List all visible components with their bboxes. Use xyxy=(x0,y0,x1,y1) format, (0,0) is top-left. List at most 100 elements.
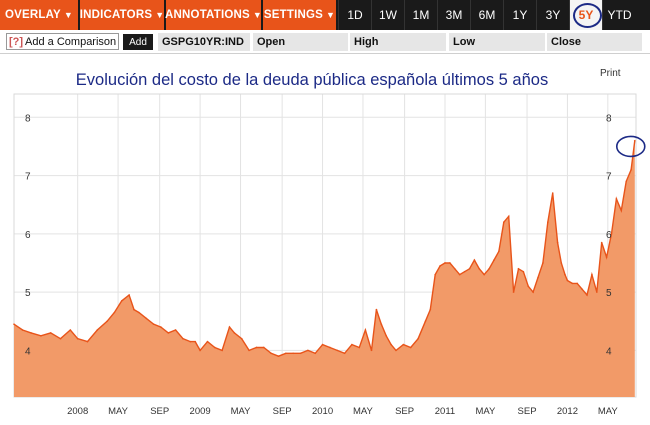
data-point xyxy=(385,335,388,337)
x-tick-label: SEP xyxy=(395,406,414,417)
data-point xyxy=(255,346,258,349)
data-point xyxy=(502,221,505,223)
price-chart: 4 5 6 7 8 4 5 6 7 8 2008 MAY SEP 2009 MAY SEP 2010 MAY S… xyxy=(13,68,646,417)
data-point xyxy=(285,352,287,355)
data-point xyxy=(532,291,534,293)
x-tick-label: 2008 xyxy=(67,406,88,417)
y-tick-label: 6 xyxy=(25,230,31,241)
data-point xyxy=(581,288,583,291)
data-point xyxy=(488,268,490,270)
data-point xyxy=(113,311,116,314)
data-point xyxy=(233,332,236,334)
data-point xyxy=(512,291,515,293)
close-field: Close xyxy=(547,33,642,51)
data-point xyxy=(560,262,563,264)
range-3y-button[interactable]: 3Y xyxy=(536,0,569,30)
data-point xyxy=(395,349,397,352)
range-ytd-button[interactable]: YTD xyxy=(602,0,636,30)
high-field: High xyxy=(350,33,446,51)
data-point xyxy=(556,241,559,244)
y-tick-label-right: 8 xyxy=(606,113,612,124)
range-1d-button[interactable]: 1D xyxy=(338,0,371,30)
data-point xyxy=(586,294,588,296)
x-tick-label: 2009 xyxy=(190,406,211,417)
x-tick-label: MAY xyxy=(108,406,129,417)
data-point xyxy=(444,262,446,264)
data-point xyxy=(402,343,405,346)
range-1m-button[interactable]: 1M xyxy=(404,0,437,30)
data-point xyxy=(620,209,623,212)
data-point xyxy=(615,198,618,200)
data-point xyxy=(468,268,471,270)
range-6m-button[interactable]: 6M xyxy=(470,0,503,30)
chart-area: 4 5 6 7 8 4 5 6 7 8 2008 MAY SEP 2009 MAY SEP 2010 MAY S… xyxy=(0,54,650,420)
data-point xyxy=(566,279,569,282)
data-point xyxy=(138,311,140,314)
print-link[interactable]: Print xyxy=(600,68,621,79)
x-tick-label: SEP xyxy=(150,406,169,417)
data-point xyxy=(59,337,62,340)
data-point xyxy=(248,349,250,352)
comparison-bar: [?] Add a Comparison Add GSPG10YR:IND Op… xyxy=(0,31,650,54)
data-point xyxy=(633,139,636,142)
annotation-circle xyxy=(615,135,646,158)
data-point xyxy=(483,273,485,276)
data-point xyxy=(358,346,361,349)
y-tick-label-right: 4 xyxy=(606,346,612,357)
data-point xyxy=(424,320,427,323)
data-point xyxy=(473,259,476,261)
data-point xyxy=(194,340,197,343)
range-3m-button[interactable]: 3M xyxy=(437,0,470,30)
y-tick-label: 4 xyxy=(25,346,31,357)
data-point xyxy=(174,329,177,331)
data-point xyxy=(206,340,209,343)
range-1y-button[interactable]: 1Y xyxy=(503,0,536,30)
data-point xyxy=(189,340,192,343)
open-field: Open xyxy=(253,33,348,51)
settings-menu-label: SETTINGS xyxy=(263,9,323,21)
data-point xyxy=(596,291,598,293)
x-tick-label: MAY xyxy=(598,406,619,417)
low-field: Low xyxy=(449,33,545,51)
data-point xyxy=(417,337,419,340)
range-1w-button[interactable]: 1W xyxy=(371,0,404,30)
data-point xyxy=(321,343,324,346)
data-point xyxy=(429,308,432,311)
data-point xyxy=(542,262,544,264)
caret-down-icon: ▼ xyxy=(252,10,262,20)
chart-title: Evolución del costo de la deuda pública … xyxy=(76,71,548,89)
chart-annotations xyxy=(615,135,646,158)
x-tick-label: 2011 xyxy=(435,406,455,417)
overlay-menu[interactable]: OVERLAY ▼ xyxy=(0,0,80,30)
x-tick-label: MAY xyxy=(353,406,374,417)
data-point xyxy=(478,268,481,270)
add-comparison-input[interactable]: [?] Add a Comparison xyxy=(6,33,119,50)
data-point xyxy=(370,349,373,352)
data-point xyxy=(527,285,530,288)
ticker-symbol: GSPG10YR:IND xyxy=(158,33,250,51)
data-point xyxy=(547,221,549,223)
data-point xyxy=(214,346,216,349)
data-point xyxy=(625,180,628,183)
series-line xyxy=(13,140,636,357)
data-point xyxy=(160,326,162,328)
data-point xyxy=(145,317,148,320)
data-point xyxy=(517,268,520,270)
add-button[interactable]: Add xyxy=(123,34,153,50)
help-icon[interactable]: [?] xyxy=(9,35,24,48)
range-5y-button[interactable]: 5Y xyxy=(569,0,602,30)
data-point xyxy=(76,337,79,340)
data-point xyxy=(336,349,339,352)
data-point xyxy=(21,329,24,331)
data-point xyxy=(571,282,574,285)
data-point xyxy=(152,323,155,325)
add-comparison-label: Add a Comparison xyxy=(25,35,117,48)
data-point xyxy=(439,265,441,267)
data-point xyxy=(228,326,231,328)
data-point xyxy=(434,273,436,276)
y-tick-label: 5 xyxy=(25,288,31,299)
settings-menu[interactable]: SETTINGS ▼ xyxy=(263,0,338,30)
annotations-menu[interactable]: ANNOTATIONS ▼ xyxy=(165,0,263,30)
data-point xyxy=(270,352,272,355)
indicators-menu[interactable]: INDICATORS ▼ xyxy=(80,0,166,30)
